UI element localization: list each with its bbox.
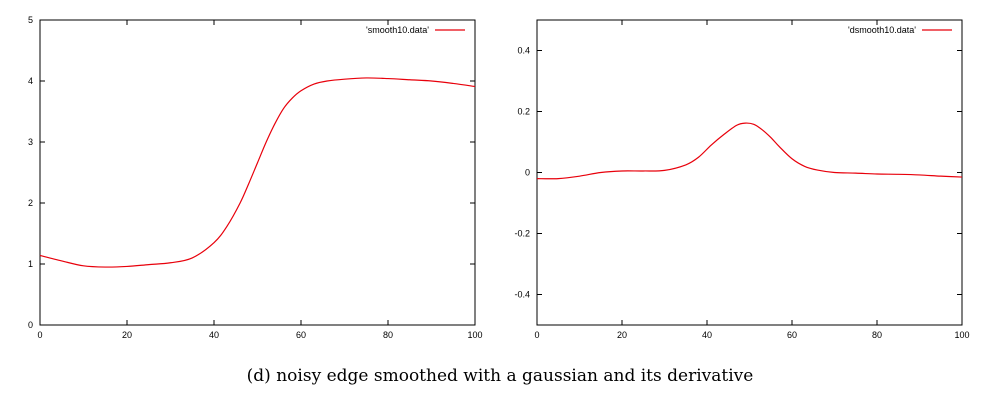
smooth-x-tick-label: 40	[209, 330, 219, 340]
dsmooth-series-line	[536, 122, 963, 180]
smooth-y-tick-label: 5	[28, 15, 33, 25]
smooth-x-tick-label: 20	[122, 330, 132, 340]
smooth-x-tick-label: 60	[296, 330, 306, 340]
smooth-y-tick-label: 1	[28, 259, 33, 269]
dsmooth-x-tick-label: 60	[787, 330, 797, 340]
smooth-plot-frame	[39, 19, 476, 326]
smooth-series-line	[39, 77, 476, 268]
dsmooth-x-tick-label: 20	[617, 330, 627, 340]
smooth-x-tick-label: 100	[467, 330, 482, 340]
smooth-y-tick-label: 3	[28, 137, 33, 147]
smooth-y-tick-label: 2	[28, 198, 33, 208]
smooth-x-tick-label: 0	[37, 330, 42, 340]
charts-svg: 0 20 40 60 80 100 0 1 2 3 4 5 'smooth10.data' 0 20 40 60…	[28, 15, 970, 340]
dsmooth-x-tick-label: 80	[872, 330, 882, 340]
dsmooth-x-tick-label: 0	[534, 330, 539, 340]
dsmooth-y-tick-label: -0.4	[514, 290, 530, 300]
smooth-legend-label: 'smooth10.data'	[366, 25, 429, 35]
dsmooth-y-tick-label: 0.4	[517, 46, 530, 56]
dsmooth-y-tick-label: 0.2	[517, 107, 530, 117]
dsmooth-x-tick-label: 100	[954, 330, 969, 340]
figure-caption: (d) noisy edge smoothed with a gaussian …	[246, 366, 754, 386]
smooth-chart: 0 20 40 60 80 100 0 1 2 3 4 5 'smooth10.data'	[28, 15, 483, 340]
dsmooth-y-tick-label: 0	[525, 168, 530, 178]
dsmooth-x-tick-label: 40	[702, 330, 712, 340]
dsmooth-chart: 0 20 40 60 80 100 -0.4 -0.2 0 0.2 0.4 'dsmooth10.da…	[514, 19, 970, 340]
dsmooth-y-tick-label: -0.2	[514, 229, 530, 239]
smooth-y-tick-label: 4	[28, 76, 33, 86]
smooth-x-tick-label: 80	[383, 330, 393, 340]
dsmooth-legend-label: 'dsmooth10.data'	[848, 25, 916, 35]
smooth-y-tick-label: 0	[28, 320, 33, 330]
